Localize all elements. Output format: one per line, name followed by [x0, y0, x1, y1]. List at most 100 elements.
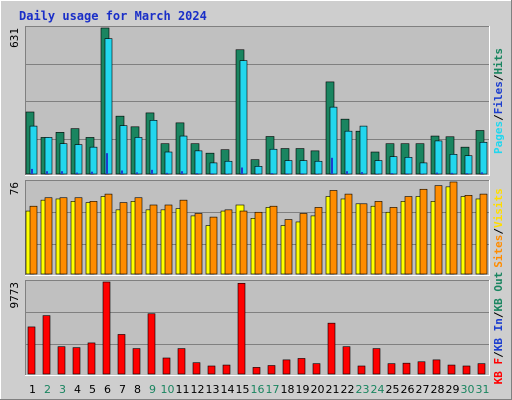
bar-files-day-1	[29, 125, 38, 175]
bar-pages-day-22	[346, 171, 348, 174]
day-label-21: 21	[326, 383, 340, 396]
bar-sites-day-28	[434, 185, 443, 275]
bar-kb-day-2	[42, 315, 51, 375]
bar-files-day-11	[179, 135, 188, 175]
day-label-24: 24	[371, 383, 385, 396]
bar-pages-day-18	[286, 173, 288, 174]
bar-files-day-25	[389, 156, 398, 175]
bar-sites-day-9	[149, 204, 158, 275]
bar-kb-day-25	[387, 363, 396, 375]
bar-kb-day-1	[27, 326, 36, 375]
bar-pages-day-15	[241, 167, 243, 174]
bar-kb-day-11	[177, 348, 186, 375]
day-label-20: 20	[311, 383, 325, 396]
bar-pages-day-13	[211, 173, 213, 174]
bar-pages-day-31	[481, 172, 483, 174]
bar-pages-day-21	[331, 157, 333, 174]
day-label-15: 15	[236, 383, 250, 396]
bar-sites-day-17	[269, 205, 278, 275]
bar-files-day-7	[119, 125, 128, 175]
bar-kb-day-6	[102, 281, 111, 375]
bar-sites-day-30	[464, 195, 473, 275]
bar-pages-day-6	[106, 153, 108, 174]
y-max-label-top: 631	[8, 28, 21, 48]
legend-part-bottom-0: KB F	[492, 358, 505, 385]
bar-kb-day-29	[447, 364, 456, 375]
day-label-31: 31	[476, 383, 490, 396]
bar-files-day-16	[254, 166, 263, 175]
day-label-28: 28	[431, 383, 445, 396]
bar-pages-day-28	[436, 172, 438, 174]
legend-part-bottom-2: KB In	[492, 318, 505, 351]
bar-kb-day-13	[207, 365, 216, 375]
bar-kb-day-3	[57, 346, 66, 375]
bar-sites-day-5	[89, 201, 98, 275]
bar-files-day-30	[464, 155, 473, 175]
bar-kb-day-16	[252, 367, 261, 375]
legend-part-middle-0: Sites	[492, 235, 505, 268]
day-label-9: 9	[149, 383, 156, 396]
bar-sites-day-21	[329, 190, 338, 275]
bar-sites-day-16	[254, 211, 263, 275]
legend-part-middle-1: /	[492, 228, 505, 235]
bar-files-day-29	[449, 154, 458, 175]
bar-files-day-19	[299, 160, 308, 175]
legend-top: Pages/Files/Hits	[492, 48, 505, 154]
bar-kb-day-10	[162, 357, 171, 375]
bar-kb-day-18	[282, 359, 291, 375]
day-label-7: 7	[119, 383, 126, 396]
bar-kb-day-31	[477, 363, 486, 375]
day-label-12: 12	[191, 383, 205, 396]
bar-kb-day-9	[147, 313, 156, 375]
bar-files-day-20	[314, 160, 323, 175]
bar-sites-day-13	[209, 216, 218, 275]
bar-files-day-21	[329, 106, 338, 175]
legend-part-top-0: Pages	[492, 121, 505, 154]
legend-part-bottom-3: /	[492, 311, 505, 318]
legend-part-bottom-1: /	[492, 351, 505, 358]
bar-files-day-24	[374, 160, 383, 175]
bar-sites-day-18	[284, 219, 293, 275]
bar-files-day-13	[209, 162, 218, 175]
legend-part-top-3: /	[492, 74, 505, 81]
bar-pages-day-11	[181, 171, 183, 174]
day-label-17: 17	[266, 383, 280, 396]
bar-kb-day-12	[192, 362, 201, 375]
bar-files-day-5	[89, 146, 98, 175]
day-label-25: 25	[386, 383, 400, 396]
bar-kb-day-21	[327, 322, 336, 375]
bar-sites-day-7	[119, 202, 128, 275]
bar-kb-day-15	[237, 283, 246, 375]
day-label-11: 11	[176, 383, 190, 396]
bar-sites-day-15	[239, 210, 248, 275]
bar-pages-day-8	[136, 172, 138, 174]
bar-files-day-27	[419, 162, 428, 175]
legend-part-bottom-4: KB Out	[492, 272, 505, 312]
bar-pages-day-4	[76, 172, 78, 174]
bar-files-day-8	[134, 137, 143, 175]
bar-pages-day-19	[301, 173, 303, 174]
bar-sites-day-29	[449, 181, 458, 275]
day-label-19: 19	[296, 383, 310, 396]
legend-part-top-2: Files	[492, 81, 505, 114]
day-label-23: 23	[356, 383, 370, 396]
day-label-3: 3	[59, 383, 66, 396]
bar-files-day-2	[44, 137, 53, 175]
day-label-29: 29	[446, 383, 460, 396]
bar-sites-day-12	[194, 213, 203, 275]
day-label-13: 13	[206, 383, 220, 396]
bar-kb-day-27	[417, 361, 426, 375]
bar-files-day-15	[239, 60, 248, 175]
bar-sites-day-6	[104, 193, 113, 275]
bar-sites-day-20	[314, 207, 323, 275]
bar-sites-day-23	[359, 203, 368, 275]
day-label-6: 6	[104, 383, 111, 396]
bar-kb-day-17	[267, 365, 276, 375]
bar-files-day-18	[284, 160, 293, 175]
legend-bottom: KB F/KB In/KB Out	[492, 272, 505, 385]
bar-pages-day-2	[46, 171, 48, 174]
bar-kb-day-5	[87, 342, 96, 375]
bar-sites-day-1	[29, 205, 38, 275]
bar-kb-day-8	[132, 348, 141, 375]
day-label-5: 5	[89, 383, 96, 396]
